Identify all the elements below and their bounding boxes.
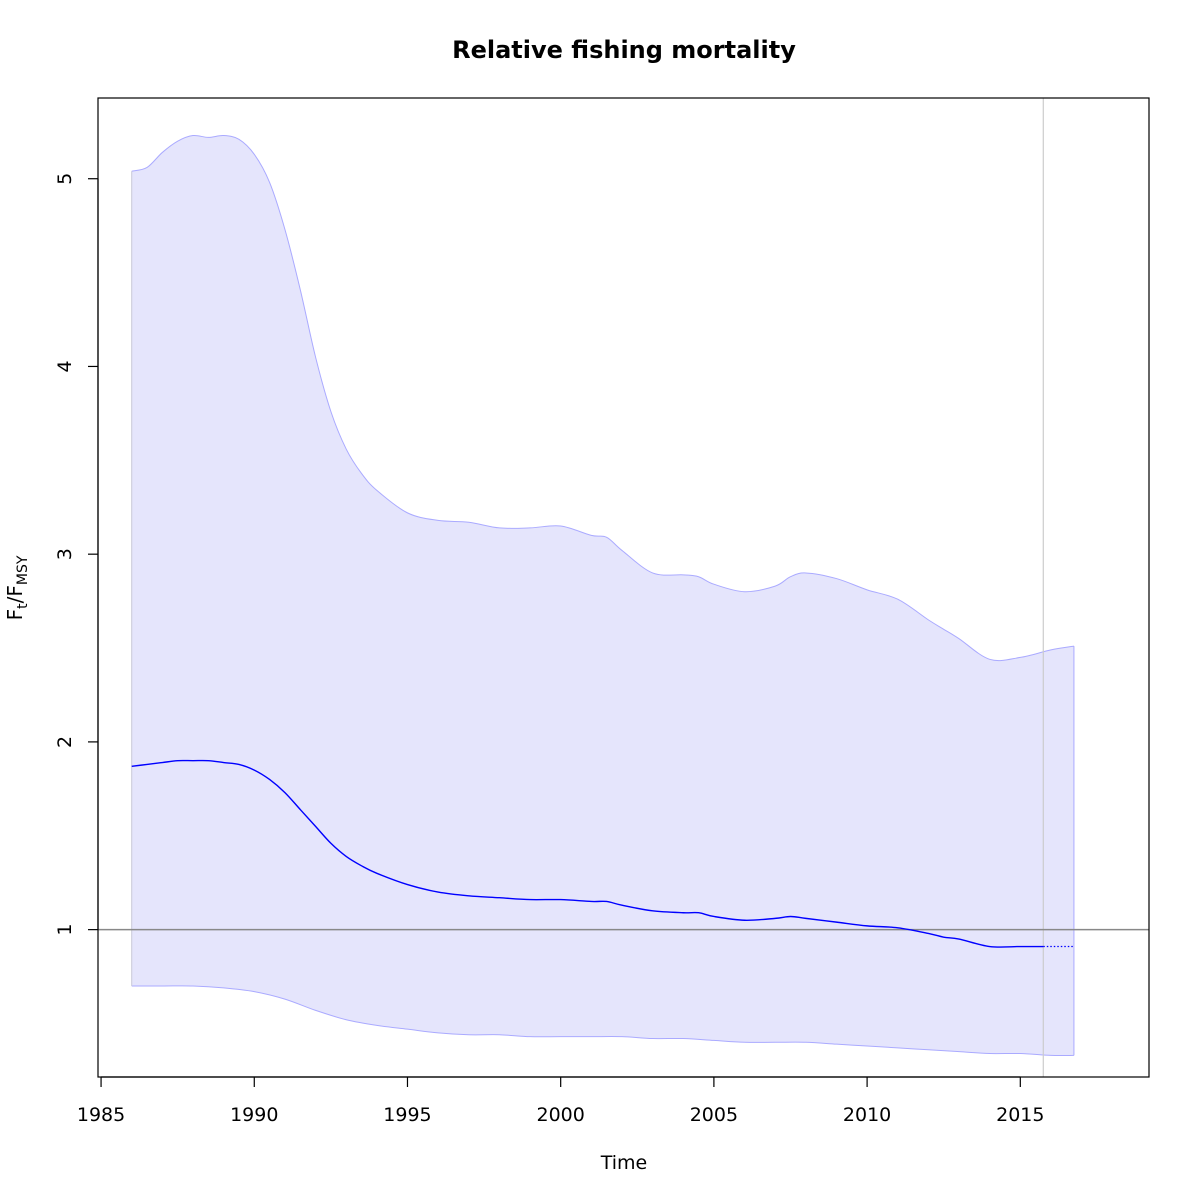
y-tick-label-3: 3 (54, 548, 76, 560)
x-tick-label-2010: 2010 (843, 1104, 891, 1126)
x-tick-label-1995: 1995 (383, 1104, 431, 1126)
lower-bound-line (131, 985, 1074, 1057)
y-tick-label-1: 1 (54, 924, 76, 936)
y-axis-label-sep: / (3, 596, 27, 603)
chart-title: Relative fishing mortality (452, 36, 796, 64)
x-axis: 1985 1990 1995 2000 2005 2010 2015 (77, 1076, 1044, 1126)
y-tick-label-2: 2 (54, 736, 76, 748)
upper-bound-line (131, 134, 1075, 662)
y-tick-label-4: 4 (54, 360, 76, 372)
plot-area (98, 98, 1149, 1077)
y-axis: 1 2 3 4 5 (54, 173, 99, 936)
x-tick-label-2005: 2005 (690, 1104, 738, 1126)
x-tick-label-1985: 1985 (77, 1104, 125, 1126)
estimate-line (131, 759, 1044, 948)
y-axis-label-main-2: F (3, 585, 27, 597)
y-axis-label-sub-1: t (15, 603, 31, 609)
x-tick-label-2015: 2015 (996, 1104, 1044, 1126)
y-axis-label-main-1: F (3, 609, 27, 621)
x-tick-label-2000: 2000 (537, 1104, 585, 1126)
y-tick-label-5: 5 (54, 173, 76, 185)
y-axis-label: Ft/FMSY (3, 555, 31, 620)
x-tick-label-1990: 1990 (230, 1104, 278, 1126)
x-axis-label: Time (600, 1152, 648, 1174)
y-axis-label-sub-2: MSY (15, 555, 31, 585)
confidence-band (131, 135, 1074, 1056)
